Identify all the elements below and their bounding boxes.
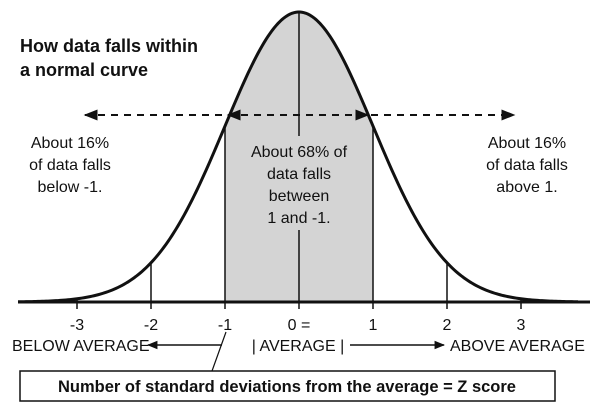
- left-note-line: of data falls: [29, 157, 111, 174]
- above-average-label: ABOVE AVERAGE: [450, 338, 585, 355]
- center-note-line: 1 and -1.: [267, 210, 330, 227]
- center-annotation: About 68% of data falls between 1 and -1…: [246, 136, 352, 230]
- title-line-2: a normal curve: [20, 60, 148, 80]
- tick-label: -2: [144, 317, 158, 334]
- right-note-line: above 1.: [496, 179, 557, 196]
- tick-label: 0 =: [288, 317, 311, 334]
- average-label: | AVERAGE |: [252, 338, 345, 355]
- tick-label: -3: [70, 317, 84, 334]
- footer-text: Number of standard deviations from the a…: [58, 378, 516, 396]
- center-note-line: About 68% of: [251, 144, 348, 161]
- footer-box: [19, 370, 556, 402]
- tick-marks: [76, 302, 522, 309]
- title-line-1: How data falls within: [20, 36, 198, 56]
- center-note-line: data falls: [267, 166, 331, 183]
- left-note-line: About 16%: [31, 135, 109, 152]
- bell-curve: [17, 10, 579, 304]
- left-annotation: About 16% of data falls below -1.: [29, 135, 111, 196]
- tick-label: -1: [218, 317, 232, 334]
- tick-label: 2: [443, 317, 452, 334]
- below-average-label: BELOW AVERAGE: [12, 338, 150, 355]
- left-note-line: below -1.: [38, 179, 103, 196]
- center-note-line: between: [269, 188, 330, 205]
- tick-labels: -3 -2 -1 0 = 1 2 3: [70, 317, 526, 334]
- tick-label: 3: [517, 317, 526, 334]
- footer-pointer: [211, 331, 227, 372]
- tick-label: 1: [369, 317, 378, 334]
- right-annotation: About 16% of data falls above 1.: [486, 135, 568, 196]
- right-note-line: of data falls: [486, 157, 568, 174]
- center-note-bg: [246, 136, 352, 230]
- right-note-line: About 16%: [488, 135, 566, 152]
